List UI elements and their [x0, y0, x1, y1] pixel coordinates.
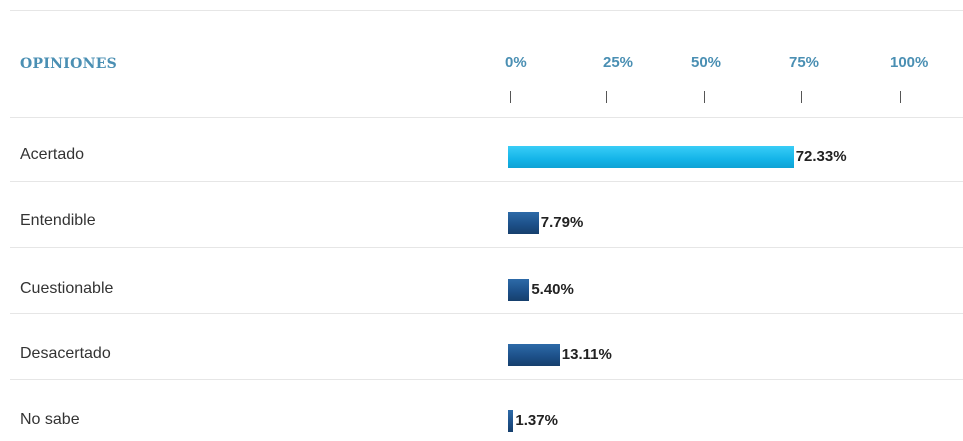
axis-tick-mark: [606, 91, 607, 103]
column-header-opiniones: OPINIONES: [20, 56, 118, 72]
category-label: Desacertado: [20, 345, 111, 362]
axis-tick-label: 100%: [890, 54, 929, 71]
axis-tick-mark: [704, 91, 705, 103]
category-label: No sabe: [20, 411, 80, 428]
row-divider: [10, 117, 963, 118]
top-divider: [10, 10, 963, 11]
axis-tick-label: 75%: [789, 54, 820, 71]
category-label: Cuestionable: [20, 280, 114, 297]
value-label: 72.33%: [795, 148, 847, 165]
value-label: 7.79%: [540, 214, 584, 231]
axis-tick-label: 50%: [691, 54, 722, 71]
axis-tick-mark: [801, 91, 802, 103]
bar-entendible: [508, 212, 539, 234]
axis-tick-label: 25%: [603, 54, 634, 71]
row-divider: [10, 379, 963, 380]
value-label: 13.11%: [561, 346, 612, 363]
bar-desacertado: [508, 344, 560, 366]
value-label: 1.37%: [515, 412, 558, 429]
row-divider: [10, 181, 963, 182]
row-divider: [10, 313, 963, 314]
bar-cuestionable: [508, 279, 530, 301]
bar-no-sabe: [508, 410, 514, 432]
value-label: 5.40%: [531, 281, 574, 298]
axis-tick-label: 0%: [505, 54, 527, 71]
row-divider: [10, 247, 963, 248]
category-label: Entendible: [20, 212, 96, 229]
bar-acertado: [508, 146, 794, 168]
category-label: Acertado: [20, 146, 85, 163]
axis-tick-mark: [510, 91, 511, 103]
axis-tick-mark: [900, 91, 901, 103]
